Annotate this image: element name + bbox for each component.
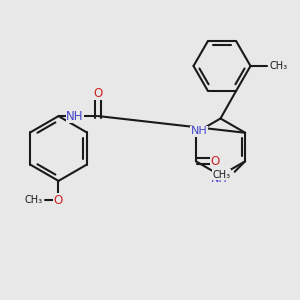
Text: O: O bbox=[93, 86, 102, 100]
Text: O: O bbox=[210, 155, 219, 168]
Text: O: O bbox=[54, 194, 63, 207]
Text: CH₃: CH₃ bbox=[269, 61, 287, 71]
Text: NH: NH bbox=[211, 174, 227, 184]
Text: NH: NH bbox=[191, 126, 208, 136]
Text: CH₃: CH₃ bbox=[25, 195, 43, 206]
Text: NH: NH bbox=[66, 110, 84, 123]
Text: CH₃: CH₃ bbox=[212, 170, 230, 180]
